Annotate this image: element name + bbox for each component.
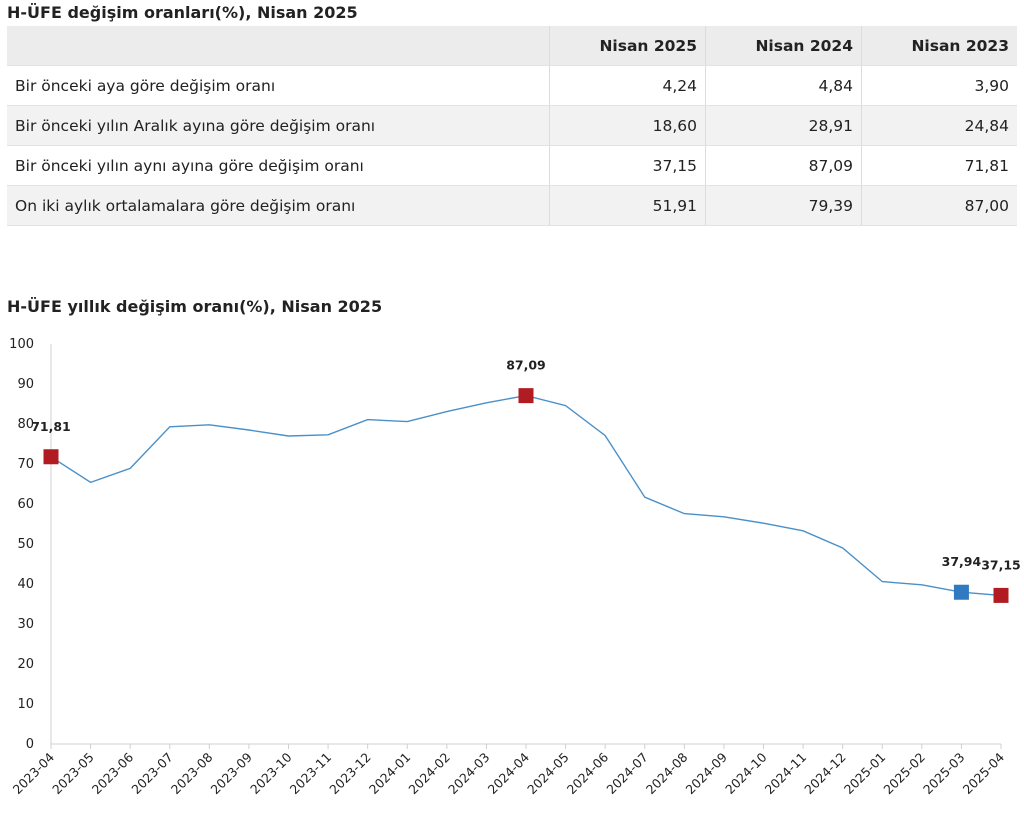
table-row: On iki aylık ortalamalara göre değişim o…: [7, 185, 1017, 226]
x-tick-label: 2023-11: [287, 750, 335, 798]
x-tick-label: 2023-09: [207, 749, 255, 797]
row-label: Bir önceki aya göre değişim oranı: [7, 65, 550, 106]
table-header-nisan-2024: Nisan 2024: [705, 26, 862, 66]
x-tick-label: 2025-04: [960, 749, 1008, 797]
y-tick-label: 80: [17, 417, 34, 432]
table-header-label: [7, 26, 550, 66]
table-row: Bir önceki yılın aynı ayına göre değişim…: [7, 145, 1017, 186]
data-marker: [43, 449, 59, 465]
x-tick-label: 2023-12: [326, 750, 374, 798]
x-tick-label: 2023-04: [10, 749, 58, 797]
data-label: 71,81: [31, 419, 71, 434]
y-tick-label: 10: [17, 697, 34, 712]
chart-title: H-ÜFE yıllık değişim oranı(%), Nisan 202…: [7, 297, 383, 316]
x-tick-label: 2025-02: [880, 750, 928, 798]
x-tick-label: 2023-05: [49, 750, 97, 798]
cell-value: 87,00: [861, 185, 1017, 226]
data-label: 87,09: [506, 358, 546, 373]
x-tick-label: 2023-10: [247, 749, 295, 797]
x-tick-label: 2024-11: [762, 750, 810, 798]
cell-value: 51,91: [549, 185, 706, 226]
y-tick-label: 0: [26, 737, 34, 752]
annual-change-line-chart: 01020304050607080901002023-042023-052023…: [9, 337, 1021, 798]
table-header-nisan-2023: Nisan 2023: [861, 26, 1017, 66]
cell-value: 79,39: [705, 185, 862, 226]
data-label: 37,94: [942, 554, 982, 569]
x-tick-label: 2024-12: [801, 750, 849, 798]
cell-value: 37,15: [549, 145, 706, 186]
cell-value: 3,90: [861, 65, 1017, 106]
x-tick-label: 2024-01: [366, 750, 414, 798]
row-label: Bir önceki yılın aynı ayına göre değişim…: [7, 145, 550, 186]
y-tick-label: 50: [17, 537, 34, 552]
cell-value: 4,84: [705, 65, 862, 106]
row-label: Bir önceki yılın Aralık ayına göre değiş…: [7, 105, 550, 146]
cell-value: 87,09: [705, 145, 862, 186]
x-tick-label: 2024-06: [564, 749, 612, 797]
x-tick-label: 2024-07: [603, 750, 651, 798]
table-row: Bir önceki aya göre değişim oranı 4,24 4…: [7, 65, 1017, 106]
y-tick-label: 30: [17, 617, 34, 632]
x-tick-label: 2023-06: [89, 749, 137, 797]
y-tick-label: 60: [17, 497, 34, 512]
x-tick-label: 2024-10: [722, 749, 770, 797]
y-tick-label: 70: [17, 457, 34, 472]
x-tick-label: 2023-07: [128, 750, 176, 798]
y-tick-label: 90: [17, 377, 34, 392]
table-header-row: Nisan 2025 Nisan 2024 Nisan 2023: [7, 26, 1017, 66]
cell-value: 4,24: [549, 65, 706, 106]
x-tick-label: 2025-03: [920, 750, 968, 798]
row-label: On iki aylık ortalamalara göre değişim o…: [7, 185, 550, 226]
table-header-nisan-2025: Nisan 2025: [549, 26, 706, 66]
x-tick-label: 2024-03: [445, 750, 493, 798]
table-row: Bir önceki yılın Aralık ayına göre değiş…: [7, 105, 1017, 146]
x-tick-label: 2024-08: [643, 749, 691, 797]
x-tick-label: 2023-08: [168, 749, 216, 797]
x-tick-label: 2024-02: [405, 750, 453, 798]
y-tick-label: 20: [17, 657, 34, 672]
cell-value: 28,91: [705, 105, 862, 146]
ufe-rates-table: Nisan 2025 Nisan 2024 Nisan 2023 Bir önc…: [7, 26, 1017, 226]
x-tick-label: 2025-01: [841, 750, 889, 798]
x-tick-label: 2024-09: [682, 749, 730, 797]
x-tick-label: 2024-05: [524, 750, 572, 798]
x-tick-label: 2024-04: [485, 749, 533, 797]
y-tick-label: 40: [17, 577, 34, 592]
data-label: 37,15: [981, 557, 1021, 572]
series-line: [50, 394, 1002, 597]
data-marker: [953, 584, 969, 600]
cell-value: 24,84: [861, 105, 1017, 146]
cell-value: 18,60: [549, 105, 706, 146]
table-title: H-ÜFE değişim oranları(%), Nisan 2025: [7, 3, 358, 22]
y-tick-label: 100: [9, 337, 34, 352]
cell-value: 71,81: [861, 145, 1017, 186]
data-marker: [993, 587, 1009, 603]
data-marker: [518, 388, 534, 404]
